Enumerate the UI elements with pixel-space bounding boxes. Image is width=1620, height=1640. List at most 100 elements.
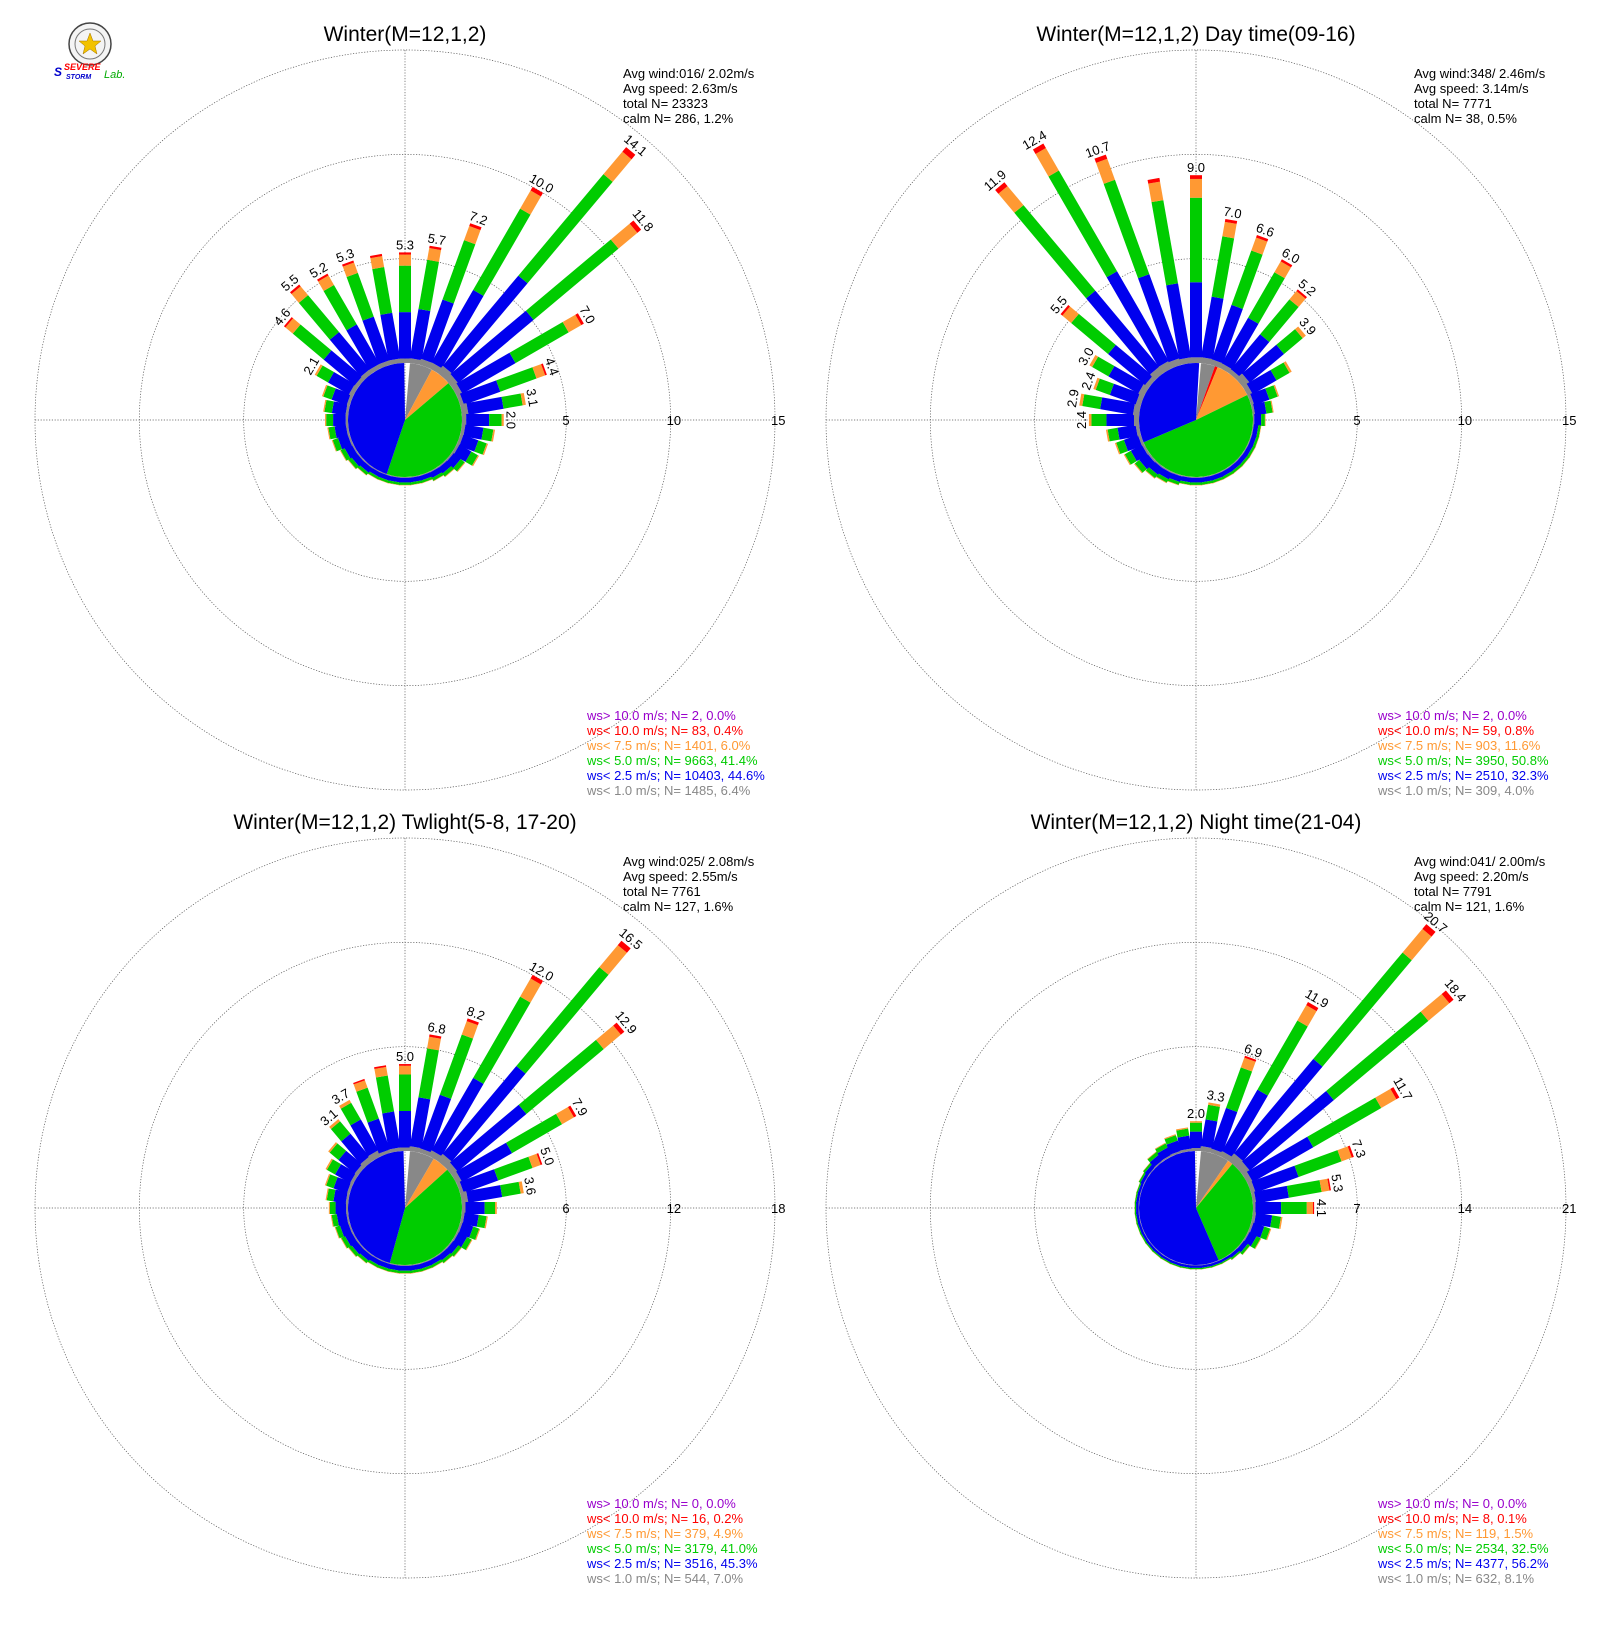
wind-bar-110: [1247, 1221, 1272, 1241]
legend-entry: ws< 7.5 m/s; N= 379, 4.9%: [586, 1526, 744, 1541]
pie-slice: [405, 1151, 434, 1208]
wind-bar-30: 12.0: [428, 959, 556, 1162]
bar-segment: [340, 448, 351, 461]
wind-bar-40: 20.7: [1228, 908, 1450, 1169]
bar-segment: [1190, 477, 1202, 483]
bar-segment: [431, 1077, 484, 1157]
bar-segment: [1176, 1127, 1189, 1131]
wind-bar-10: 7.0: [1199, 204, 1243, 365]
bar-segment: [1200, 475, 1213, 483]
bar-segment: [350, 1119, 379, 1157]
bar-segment: [1228, 369, 1241, 381]
bar-segment: [285, 318, 301, 334]
legend-entry: ws< 5.0 m/s; N= 3950, 50.8%: [1377, 753, 1549, 768]
bar-segment: [1219, 363, 1233, 374]
bar-segment: [1138, 1192, 1141, 1205]
wind-bar-70: 7.3: [1247, 1138, 1369, 1195]
wind-bar-270: 2.4: [1074, 411, 1140, 429]
stat-line: calm N= 121, 1.6%: [1414, 899, 1525, 914]
bar-segment: [341, 1133, 370, 1165]
wind-bar-250: [1114, 433, 1145, 455]
bar-segment: [1032, 143, 1046, 155]
bar-segment: [1390, 1087, 1400, 1100]
bar-segment: [613, 1022, 625, 1035]
bar-segment: [1233, 465, 1243, 474]
wind-bar-100: [1251, 1211, 1283, 1229]
bar-segment: [408, 475, 421, 478]
bar-segment: [1200, 1267, 1213, 1270]
wind-bar-50: 18.4: [1235, 976, 1469, 1176]
bar-segment: [1281, 1202, 1307, 1214]
bar-segment: [1178, 480, 1192, 485]
bar-segment: [1240, 1057, 1256, 1072]
pie-slice: [1196, 363, 1215, 420]
wind-bar-0: 5.0: [396, 1049, 414, 1151]
wind-bar-240: [340, 1231, 359, 1249]
bar-segment: [1261, 414, 1265, 426]
bar-segment: [1270, 1215, 1282, 1229]
bar-segment: [399, 265, 411, 313]
bar-segment: [388, 1147, 402, 1153]
bar-segment: [1179, 1263, 1192, 1269]
legend-entry: ws< 2.5 m/s; N= 3516, 45.3%: [586, 1556, 758, 1571]
bar-segment: [1420, 994, 1450, 1021]
pie-slice: [1196, 1160, 1233, 1208]
bar-segment: [1157, 1147, 1172, 1161]
bar-segment: [340, 1237, 348, 1249]
bar-segment: [1375, 1088, 1397, 1108]
grid-ring: [825, 837, 1567, 1579]
bar-segment: [1249, 447, 1256, 458]
bar-segment: [409, 480, 423, 485]
panel-title: Winter(M=12,1,2): [324, 23, 487, 46]
bar-value-label: 10.7: [1083, 138, 1112, 161]
ring-label: 15: [1562, 413, 1576, 428]
bar-segment: [1134, 1212, 1137, 1225]
bar-segment: [1242, 1231, 1250, 1243]
bar-segment: [496, 367, 537, 392]
bar-segment: [370, 1254, 382, 1262]
bar-segment: [1286, 1180, 1322, 1198]
bar-value-label: 5.0: [537, 1145, 557, 1167]
bar-segment: [1211, 476, 1224, 484]
bar-segment: [1147, 1151, 1157, 1160]
bar-segment: [1228, 460, 1241, 472]
bar-segment: [1179, 1148, 1193, 1153]
bar-segment: [1228, 459, 1238, 469]
bar-segment: [1123, 434, 1142, 452]
bar-value-label: 5.3: [1328, 1173, 1346, 1193]
bar-segment: [473, 208, 531, 296]
bar-segment: [1278, 1216, 1283, 1229]
bar-segment: [1145, 1241, 1154, 1252]
bar-segment: [399, 1147, 411, 1151]
stat-line: total N= 23323: [623, 96, 708, 111]
bar-segment: [1251, 237, 1268, 255]
wind-bar-10: 5.7: [408, 230, 447, 365]
bar-segment: [356, 1087, 379, 1123]
bar-segment: [1255, 1202, 1282, 1214]
wind-bar-70: 5.0: [456, 1145, 557, 1195]
bar-segment: [1158, 360, 1173, 374]
bar-segment: [1062, 306, 1079, 324]
bar-segment: [1283, 361, 1292, 373]
bar-segment: [331, 439, 337, 452]
bar-segment: [556, 1106, 574, 1125]
bar-segment: [363, 1247, 373, 1257]
bar-segment: [428, 362, 442, 374]
bar-value-label: 7.0: [1222, 204, 1242, 222]
bar-segment: [518, 174, 613, 284]
bar-segment: [1135, 1191, 1141, 1204]
wind-bar-200: [377, 471, 392, 484]
bar-segment: [1219, 467, 1233, 478]
bar-segment: [451, 1231, 459, 1243]
bar-segment: [1132, 403, 1141, 417]
bar-segment: [1231, 463, 1243, 474]
bar-segment: [347, 433, 354, 446]
bar-segment: [1179, 1265, 1192, 1270]
bar-segment: [459, 380, 501, 405]
bar-segment: [1138, 383, 1150, 397]
bar-value-label: 5.0: [396, 1049, 414, 1064]
bar-segment: [599, 945, 627, 975]
bar-segment: [1155, 1143, 1168, 1154]
bar-segment: [334, 424, 348, 439]
wind-bar-280: [1134, 1191, 1141, 1205]
